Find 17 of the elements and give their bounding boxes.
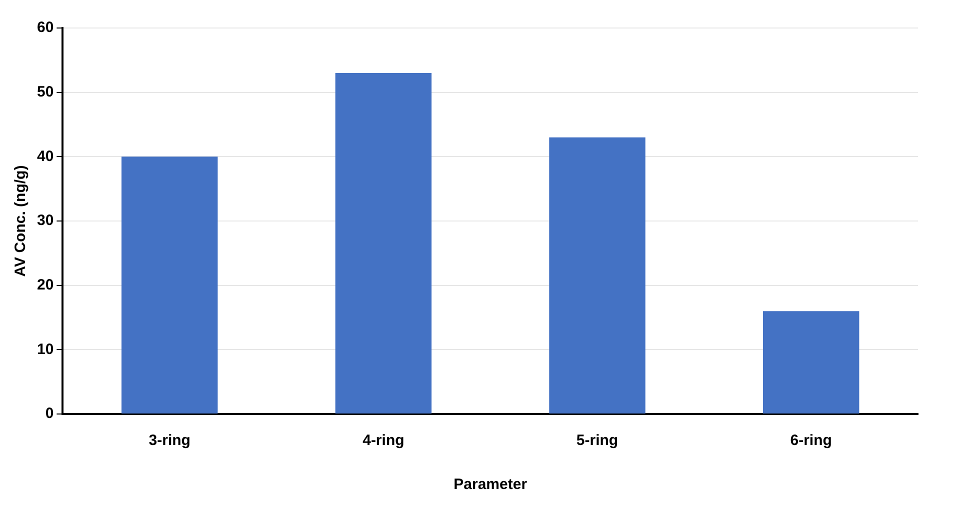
bar: [549, 137, 646, 414]
y-tick-label: 60: [36, 19, 54, 36]
y-tick-label: 20: [36, 276, 54, 294]
y-tick-label: 50: [36, 83, 54, 100]
bar: [335, 73, 432, 414]
x-tick-label: 5-ring: [576, 432, 618, 450]
x-tick-label: 4-ring: [362, 432, 404, 450]
y-tick-label: 40: [36, 148, 54, 165]
y-tick-label: 10: [36, 340, 54, 358]
bar: [762, 311, 860, 414]
x-tick-label: 6-ring: [790, 432, 832, 450]
bar: [121, 156, 218, 414]
x-tick-label: 3-ring: [148, 432, 190, 450]
y-axis-title: AV Conc. (ng/g): [12, 165, 30, 277]
y-tick-label: 30: [36, 212, 54, 230]
x-axis-title: Parameter: [454, 476, 528, 494]
y-tick-label: 0: [45, 405, 54, 422]
